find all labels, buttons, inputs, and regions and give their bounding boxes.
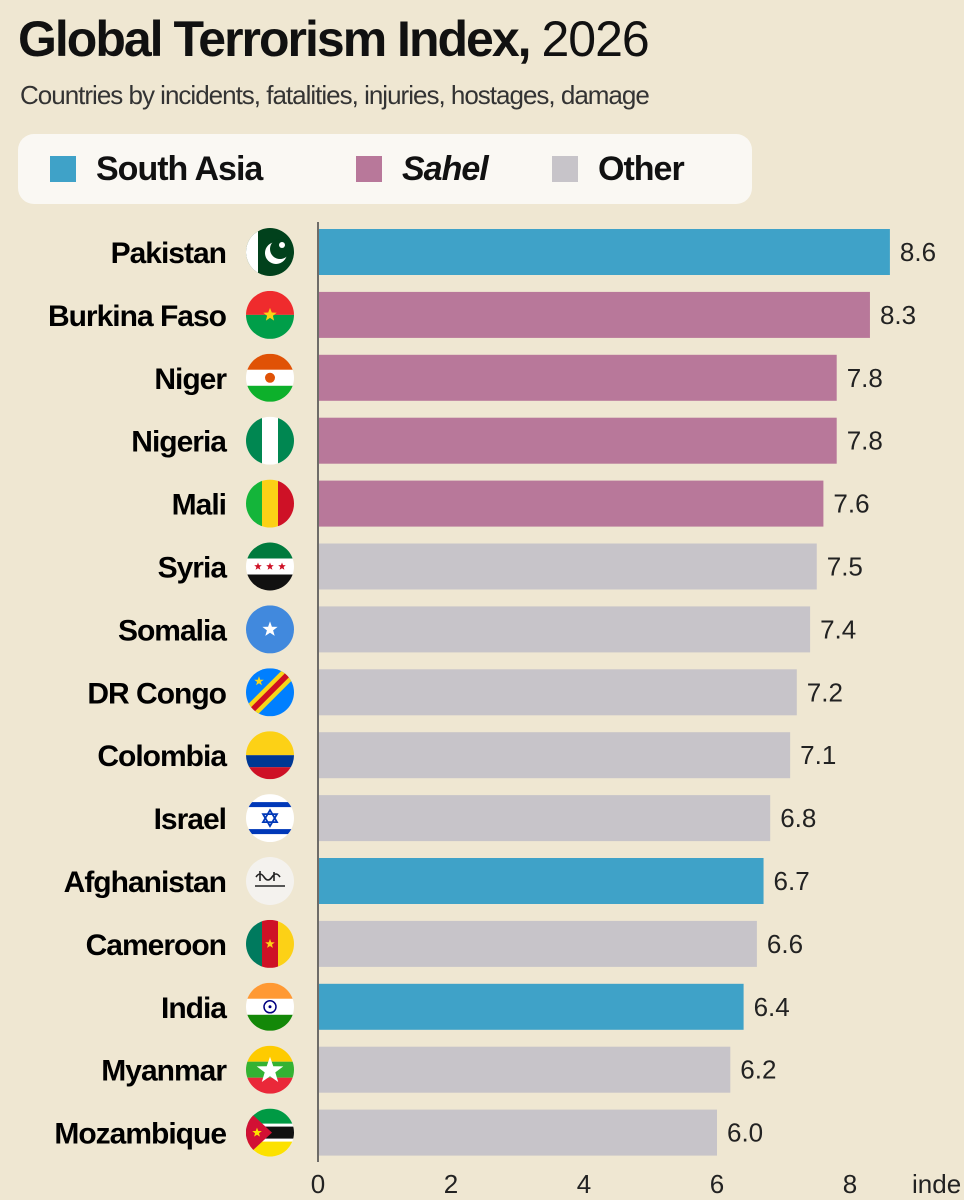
israel-flag-icon — [246, 794, 294, 843]
legend-label-south-asia: South Asia — [96, 149, 263, 188]
chart-title-text: Global Terrorism Index, — [18, 11, 532, 67]
legend-label-other: Other — [598, 149, 685, 188]
category-label-pakistan: Pakistan — [111, 237, 226, 270]
value-label-colombia: 7.1 — [800, 740, 836, 770]
value-label-somalia: 7.4 — [820, 614, 856, 644]
value-label-syria: 7.5 — [827, 552, 863, 582]
mozambique-flag-icon — [246, 1108, 294, 1157]
bar-pakistan — [319, 229, 890, 275]
value-label-cameroon: 6.6 — [767, 929, 803, 959]
category-label-burkina-faso: Burkina Faso — [48, 300, 227, 333]
legend-item-other: Other — [552, 134, 685, 204]
value-label-burkina-faso: 8.3 — [880, 300, 916, 330]
bar-india — [319, 983, 744, 1030]
legend-item-sahel: Sahel — [356, 134, 489, 204]
x-tick-label-2: 2 — [444, 1169, 458, 1199]
bar-afghanistan — [319, 858, 764, 904]
dr-congo-flag-icon — [246, 668, 294, 717]
category-label-colombia: Colombia — [97, 740, 227, 773]
bar-colombia — [319, 732, 791, 779]
bar-israel — [319, 795, 771, 842]
bar-nigeria — [319, 417, 837, 464]
chart-title: Global Terrorism Index, 2026 — [18, 6, 650, 72]
category-label-myanmar: Myanmar — [101, 1055, 227, 1088]
pakistan-flag-icon — [246, 228, 294, 276]
value-label-pakistan: 8.6 — [900, 237, 936, 267]
legend-swatch-south-asia — [50, 156, 76, 182]
category-label-nigeria: Nigeria — [131, 426, 227, 459]
mali-flag-icon — [246, 479, 294, 528]
afghanistan-flag-icon — [246, 857, 294, 905]
category-label-india: India — [161, 992, 227, 1025]
bar-mozambique — [319, 1109, 717, 1156]
category-label-cameroon: Cameroon — [86, 929, 226, 962]
value-label-niger: 7.8 — [847, 363, 883, 393]
x-tick-label-0: 0 — [311, 1169, 325, 1199]
myanmar-flag-icon — [246, 1045, 294, 1094]
bar-syria — [319, 543, 817, 590]
somalia-flag-icon — [246, 605, 294, 654]
bar-dr-congo — [319, 669, 797, 716]
chart-title-year: 2026 — [541, 11, 649, 67]
bar-cameroon — [319, 920, 757, 967]
bar-burkina-faso — [319, 291, 870, 338]
category-label-israel: Israel — [154, 803, 226, 836]
legend-swatch-other — [552, 156, 578, 182]
colombia-flag-icon — [246, 731, 294, 780]
category-label-mali: Mali — [172, 489, 226, 522]
cameroon-flag-icon — [246, 919, 294, 968]
x-axis-label: inde — [912, 1169, 961, 1199]
nigeria-flag-icon — [246, 416, 294, 465]
category-label-somalia: Somalia — [118, 614, 227, 647]
bar-somalia — [319, 606, 811, 653]
legend-swatch-sahel — [356, 156, 382, 182]
legend-label-sahel: Sahel — [402, 149, 489, 188]
chart-subtitle: Countries by incidents, fatalities, inju… — [20, 80, 650, 110]
bar-myanmar — [319, 1046, 731, 1093]
category-label-mozambique: Mozambique — [54, 1118, 226, 1151]
chart-legend: South Asia Sahel Other — [18, 134, 752, 204]
value-label-mozambique: 6.0 — [727, 1118, 763, 1148]
category-label-syria: Syria — [158, 552, 228, 585]
syria-flag-icon — [246, 542, 294, 591]
bar-niger — [319, 354, 837, 401]
value-label-israel: 6.8 — [780, 803, 816, 833]
category-label-niger: Niger — [154, 363, 227, 396]
value-label-afghanistan: 6.7 — [774, 866, 810, 896]
legend-item-south-asia: South Asia — [50, 134, 263, 204]
india-flag-icon — [246, 982, 294, 1031]
x-tick-label-4: 4 — [577, 1169, 591, 1199]
value-label-nigeria: 7.8 — [847, 426, 883, 456]
bar-mali — [319, 480, 824, 527]
category-label-dr-congo: DR Congo — [87, 677, 226, 710]
value-label-dr-congo: 7.2 — [807, 677, 843, 707]
value-label-mali: 7.6 — [833, 489, 869, 519]
value-label-myanmar: 6.2 — [740, 1055, 776, 1085]
x-tick-label-8: 8 — [843, 1169, 857, 1199]
category-label-afghanistan: Afghanistan — [64, 866, 226, 899]
niger-flag-icon — [246, 353, 294, 402]
x-tick-label-6: 6 — [710, 1169, 724, 1199]
burkina-faso-flag-icon — [246, 290, 294, 339]
value-label-india: 6.4 — [754, 992, 790, 1022]
